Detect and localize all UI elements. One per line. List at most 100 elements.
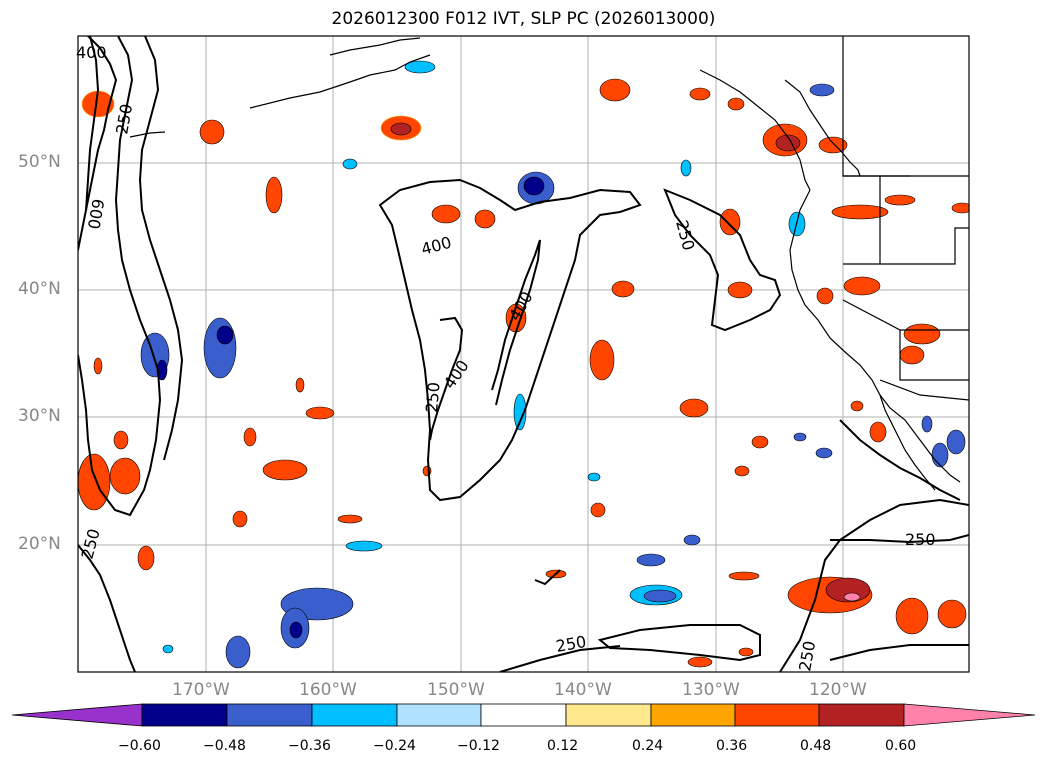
colorbar-tick-label: −0.36 xyxy=(288,738,331,754)
colorbar-tick-label: 0.36 xyxy=(716,738,748,754)
colorbar-bin xyxy=(818,703,905,727)
colorbar-bin xyxy=(396,703,482,727)
contour-label: 400 xyxy=(440,356,473,392)
ivt-positive-region xyxy=(738,647,754,657)
ivt-positive-region xyxy=(137,545,155,571)
gridlines xyxy=(78,36,969,672)
contour-label: 250 xyxy=(905,530,936,549)
colorbar-bin xyxy=(226,703,313,727)
contour-line xyxy=(491,239,541,406)
ivt-negative-region xyxy=(216,325,234,345)
ivt-negative-region xyxy=(636,553,666,567)
contour-line xyxy=(829,644,969,661)
map-title: 2026012300 F012 IVT, SLP PC (2026013000) xyxy=(331,9,716,29)
contour-line xyxy=(830,534,969,544)
colorbar-bin xyxy=(311,703,398,727)
contour-line xyxy=(78,544,136,672)
ivt-positive-region xyxy=(590,502,606,518)
lon-label: 130°W xyxy=(682,680,740,700)
map-frame xyxy=(77,35,970,673)
ivt-positive-region xyxy=(599,78,631,102)
ivt-positive-region xyxy=(899,345,925,365)
colorbar-lower-extend xyxy=(11,703,143,727)
contour-line xyxy=(85,36,100,211)
ivt-positive-region xyxy=(850,400,864,412)
ivt-negative-region xyxy=(523,176,545,196)
ivt-negative-region xyxy=(289,621,303,639)
ivt-negative-region xyxy=(680,159,692,177)
ivt-positive-region xyxy=(734,465,750,477)
lon-label: 140°W xyxy=(554,680,612,700)
ivt-positive-region xyxy=(305,406,335,420)
lat-label: 20°N xyxy=(18,534,61,554)
lon-label: 120°W xyxy=(809,680,867,700)
colorbar-bin xyxy=(565,703,652,727)
lat-label: 50°N xyxy=(18,152,61,172)
colorbar-tick-label: 0.48 xyxy=(800,738,832,754)
colorbar-bin xyxy=(734,703,820,727)
ivt-negative-region xyxy=(946,429,966,455)
ivt-positive-region xyxy=(390,122,412,136)
ivt-negative-region xyxy=(225,635,251,669)
ivt-positive-region xyxy=(903,323,941,345)
colorbar xyxy=(11,703,1036,727)
ivt-positive-region xyxy=(295,377,305,393)
contour-line xyxy=(138,36,184,461)
ivt-positive-region xyxy=(243,427,257,447)
contour-label: 250 xyxy=(795,639,819,672)
ivt-negative-region xyxy=(683,534,701,546)
contour-line xyxy=(378,178,642,502)
contour-line xyxy=(839,419,961,501)
contour-line xyxy=(78,36,162,517)
ivt-negative-region xyxy=(809,83,835,97)
ivt-positive-region xyxy=(869,421,887,443)
ivt-positive-region xyxy=(113,430,129,450)
ivt-negative-region xyxy=(921,415,933,433)
ivt-negative-region xyxy=(513,393,527,431)
ivt-positive-region xyxy=(831,204,889,220)
ivt-negative-region xyxy=(404,60,436,74)
colorbar-tick-label: 0.24 xyxy=(632,738,664,754)
ivt-positive-region xyxy=(265,176,283,214)
ivt-positive-region xyxy=(751,435,769,449)
ivt-positive-region xyxy=(937,599,967,629)
ivt-positive-region xyxy=(679,398,709,418)
ivt-negative-region xyxy=(793,432,807,442)
contour-line xyxy=(429,316,464,441)
ivt-positive-region xyxy=(474,209,496,229)
contour-label: 400 xyxy=(419,233,453,259)
contour-label: 400 xyxy=(76,43,107,62)
ivt-positive-region xyxy=(611,280,635,298)
colorbar-tick-label: 0.12 xyxy=(547,738,579,754)
ivt-positive-region xyxy=(199,119,225,145)
slp-contours xyxy=(78,36,969,672)
ivt-fill-regions xyxy=(78,60,969,669)
lon-label: 150°W xyxy=(427,680,485,700)
contour-label: 250 xyxy=(672,218,698,252)
ivt-positive-region xyxy=(109,457,141,495)
lon-label: 160°W xyxy=(299,680,357,700)
contour-label: 250 xyxy=(112,102,136,135)
ivt-positive-region xyxy=(687,656,713,668)
lon-label: 170°W xyxy=(172,680,230,700)
ivt-negative-region xyxy=(587,472,601,482)
ivt-positive-region xyxy=(816,287,834,305)
colorbar-tick-label: −0.60 xyxy=(118,738,161,754)
ivt-positive-region xyxy=(589,339,615,381)
ivt-positive-region xyxy=(689,87,711,101)
ivt-positive-region xyxy=(728,571,760,581)
ivt-positive-region xyxy=(719,208,741,236)
colorbar-bin xyxy=(141,703,228,727)
ivt-positive-region xyxy=(93,357,103,375)
colorbar-tick-label: −0.48 xyxy=(203,738,246,754)
ivt-negative-region xyxy=(931,442,949,468)
ivt-negative-region xyxy=(643,589,677,603)
lat-label: 40°N xyxy=(18,279,61,299)
ivt-positive-region xyxy=(884,194,916,206)
contour-line xyxy=(499,645,621,672)
ivt-negative-region xyxy=(342,158,358,170)
colorbar-tick-label: −0.24 xyxy=(373,738,416,754)
colorbar-bin xyxy=(650,703,736,727)
contour-label: 250 xyxy=(78,527,104,561)
